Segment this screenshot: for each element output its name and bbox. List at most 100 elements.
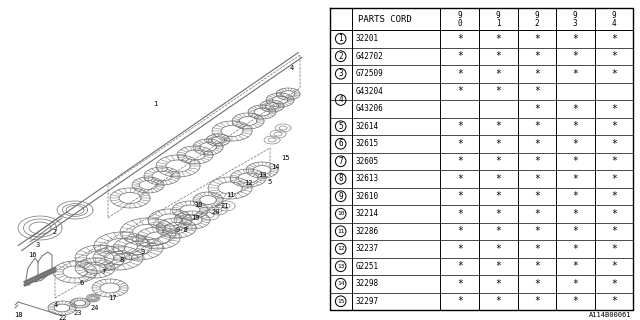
Text: *: * xyxy=(572,261,578,271)
Text: G43204: G43204 xyxy=(355,87,383,96)
Text: *: * xyxy=(457,139,463,149)
Text: *: * xyxy=(495,244,501,254)
Text: *: * xyxy=(572,244,578,254)
Text: 21: 21 xyxy=(221,203,229,209)
Text: 9: 9 xyxy=(141,249,145,255)
Text: *: * xyxy=(534,156,540,166)
Text: *: * xyxy=(534,174,540,184)
Text: 9: 9 xyxy=(534,11,539,20)
Text: 17: 17 xyxy=(108,295,116,301)
Text: G42702: G42702 xyxy=(355,52,383,61)
Text: 3: 3 xyxy=(339,69,343,78)
Text: 19: 19 xyxy=(191,215,199,221)
Text: 2: 2 xyxy=(53,229,57,235)
Text: *: * xyxy=(495,34,501,44)
Text: *: * xyxy=(534,121,540,131)
Text: 8: 8 xyxy=(120,257,124,263)
Text: *: * xyxy=(572,174,578,184)
Text: *: * xyxy=(495,174,501,184)
Text: *: * xyxy=(534,34,540,44)
Text: *: * xyxy=(457,209,463,219)
Text: 32613: 32613 xyxy=(355,174,379,183)
Text: *: * xyxy=(572,51,578,61)
Text: 32605: 32605 xyxy=(355,157,379,166)
Text: 11: 11 xyxy=(226,192,234,198)
Text: 10: 10 xyxy=(194,202,202,208)
Text: *: * xyxy=(534,296,540,306)
Text: 9: 9 xyxy=(496,11,500,20)
Text: *: * xyxy=(495,191,501,201)
Text: 5: 5 xyxy=(268,179,272,185)
Text: *: * xyxy=(534,244,540,254)
Text: 12: 12 xyxy=(337,246,344,251)
Text: 10: 10 xyxy=(337,211,344,216)
Text: *: * xyxy=(457,86,463,96)
Text: *: * xyxy=(611,104,617,114)
Text: *: * xyxy=(457,174,463,184)
Text: 5: 5 xyxy=(339,122,343,131)
Text: 20: 20 xyxy=(212,209,220,215)
Text: *: * xyxy=(611,174,617,184)
Text: 13: 13 xyxy=(337,264,344,269)
Text: 4: 4 xyxy=(54,302,58,308)
Text: *: * xyxy=(457,156,463,166)
Text: 22: 22 xyxy=(59,315,67,320)
Text: 32298: 32298 xyxy=(355,279,379,288)
Text: 18: 18 xyxy=(13,312,22,318)
Text: 9: 9 xyxy=(573,11,578,20)
Text: G2251: G2251 xyxy=(355,262,379,271)
Text: *: * xyxy=(457,191,463,201)
Text: *: * xyxy=(457,51,463,61)
Text: *: * xyxy=(611,51,617,61)
Text: 32201: 32201 xyxy=(355,34,379,43)
Text: *: * xyxy=(611,209,617,219)
Text: *: * xyxy=(611,296,617,306)
Text: *: * xyxy=(611,139,617,149)
Text: 14: 14 xyxy=(271,164,279,170)
Text: *: * xyxy=(611,279,617,289)
Text: *: * xyxy=(572,34,578,44)
Text: 9: 9 xyxy=(458,11,462,20)
Text: 6: 6 xyxy=(80,280,84,286)
Text: *: * xyxy=(572,209,578,219)
Text: *: * xyxy=(495,226,501,236)
Text: 24: 24 xyxy=(91,305,99,311)
Text: *: * xyxy=(534,51,540,61)
Text: *: * xyxy=(611,191,617,201)
Text: 7: 7 xyxy=(339,157,343,166)
Text: 7: 7 xyxy=(102,269,106,275)
Text: 1: 1 xyxy=(153,101,157,107)
Text: 0: 0 xyxy=(458,19,462,28)
Text: *: * xyxy=(457,296,463,306)
Text: *: * xyxy=(495,69,501,79)
Text: 4: 4 xyxy=(611,19,616,28)
Text: 9: 9 xyxy=(339,192,343,201)
Text: 12: 12 xyxy=(244,180,252,186)
Text: 23: 23 xyxy=(74,310,83,316)
Text: *: * xyxy=(495,51,501,61)
Text: *: * xyxy=(457,226,463,236)
Text: 15: 15 xyxy=(281,155,289,161)
Text: *: * xyxy=(457,34,463,44)
Text: 3: 3 xyxy=(36,242,40,248)
Text: *: * xyxy=(611,226,617,236)
Text: *: * xyxy=(495,139,501,149)
Text: 14: 14 xyxy=(337,281,344,286)
Text: *: * xyxy=(495,279,501,289)
Text: *: * xyxy=(611,34,617,44)
Text: *: * xyxy=(534,191,540,201)
Text: *: * xyxy=(611,121,617,131)
Text: 32614: 32614 xyxy=(355,122,379,131)
Text: *: * xyxy=(572,191,578,201)
Text: *: * xyxy=(534,139,540,149)
Text: 4: 4 xyxy=(290,65,294,71)
Text: 1: 1 xyxy=(339,34,343,43)
Text: *: * xyxy=(611,244,617,254)
Text: 32610: 32610 xyxy=(355,192,379,201)
Text: *: * xyxy=(534,279,540,289)
Text: 32214: 32214 xyxy=(355,209,379,218)
Text: *: * xyxy=(611,261,617,271)
Text: 3: 3 xyxy=(573,19,578,28)
Text: *: * xyxy=(495,156,501,166)
Text: 11: 11 xyxy=(337,229,344,234)
